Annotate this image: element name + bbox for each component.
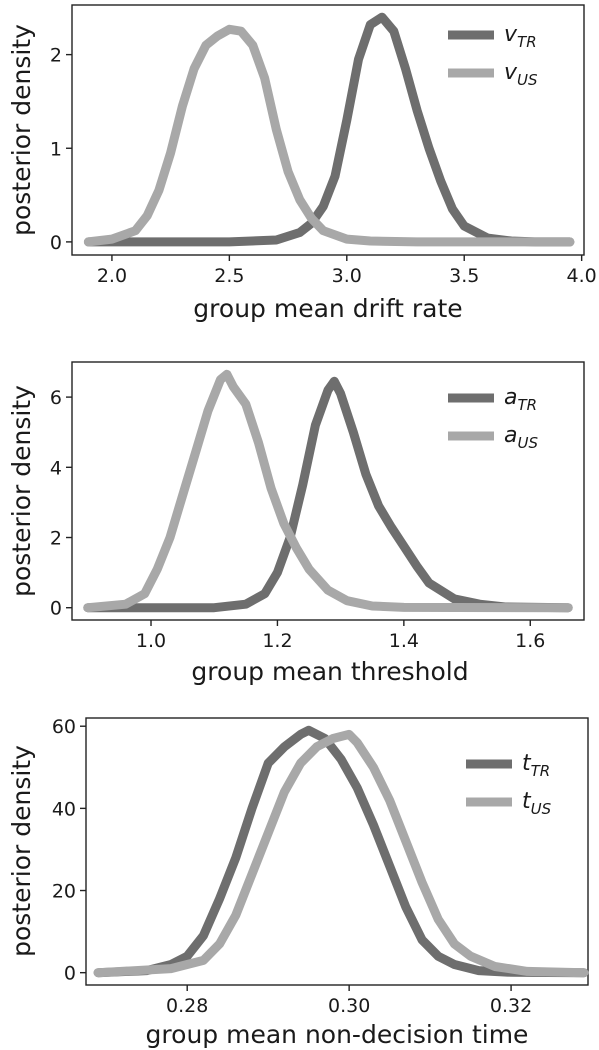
x-tick-label: 1.4 [389, 630, 419, 652]
legend: vTR vUS [448, 22, 538, 89]
legend-label-us: tUS [522, 789, 552, 818]
y-tick-label: 1 [50, 138, 62, 160]
x-tick-label: 0.32 [490, 995, 532, 1017]
x-tick-label: 2.0 [97, 265, 127, 287]
series-line-tr [83, 376, 573, 613]
series-group [83, 12, 575, 247]
panel-threshold: 1.0 1.2 1.4 1.6 0 2 4 6 group mean threshold po… [7, 361, 585, 686]
y-tick-label: 40 [52, 798, 76, 820]
plot-frame [71, 361, 585, 621]
legend-label-us: vUS [504, 60, 538, 89]
y-tick-label: 2 [50, 528, 62, 550]
axis-ticks: 1.0 1.2 1.4 1.6 0 2 4 6 [50, 387, 545, 652]
y-axis-title: posterior density [7, 24, 36, 236]
x-tick-label: 1.6 [515, 630, 545, 652]
y-tick-label: 0 [50, 598, 62, 620]
y-tick-label: 0 [64, 963, 76, 985]
y-tick-label: 20 [52, 881, 76, 903]
x-axis-title: group mean non-decision time [146, 1020, 529, 1049]
series-group [83, 369, 573, 613]
plot-frame [71, 4, 585, 256]
series-line-us [93, 729, 589, 978]
legend-label-tr: aTR [504, 385, 537, 414]
x-axis-title: group mean drift rate [193, 294, 462, 323]
x-tick-label: 0.28 [166, 995, 208, 1017]
x-axis-title: group mean threshold [191, 657, 468, 686]
x-tick-label: 3.5 [449, 265, 479, 287]
y-tick-label: 2 [50, 45, 62, 67]
legend-label-us: aUS [504, 423, 538, 452]
x-tick-label: 1.2 [262, 630, 292, 652]
plot-frame [85, 717, 589, 986]
legend: aTR aUS [448, 385, 538, 452]
series-group [93, 725, 589, 978]
x-tick-label: 4.0 [567, 265, 597, 287]
legend: tTR tUS [466, 751, 552, 818]
legend-label-tr: tTR [522, 751, 550, 780]
x-tick-label: 1.0 [136, 630, 166, 652]
y-tick-label: 6 [50, 387, 62, 409]
series-line-us [83, 24, 575, 247]
x-tick-label: 2.5 [214, 265, 244, 287]
series-line-tr [83, 12, 575, 247]
axis-ticks: 2.0 2.5 3.0 3.5 4.0 0 1 2 [50, 45, 597, 287]
panel-non-decision-time: 0.28 0.30 0.32 0 20 40 60 group mean non-decis… [7, 716, 589, 1049]
y-axis-title: posterior density [7, 385, 36, 597]
y-axis-title: posterior density [7, 745, 36, 957]
panel-drift-rate: 2.0 2.5 3.0 3.5 4.0 0 1 2 group mean drift rate… [7, 4, 597, 323]
y-tick-label: 0 [50, 232, 62, 254]
series-line-us [83, 369, 573, 613]
y-tick-label: 4 [50, 457, 62, 479]
y-tick-label: 60 [52, 716, 76, 738]
axis-ticks: 0.28 0.30 0.32 0 20 40 60 [52, 716, 532, 1017]
x-tick-label: 0.30 [328, 995, 370, 1017]
series-line-tr [93, 725, 589, 978]
legend-label-tr: vTR [504, 22, 537, 51]
x-tick-label: 3.0 [332, 265, 362, 287]
